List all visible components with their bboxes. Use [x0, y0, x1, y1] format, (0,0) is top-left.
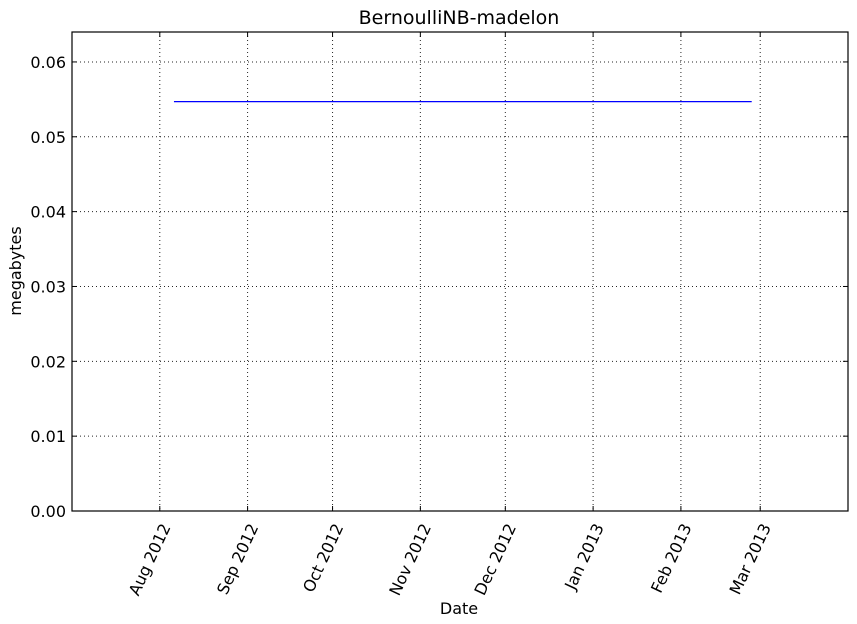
x-tick-label: Aug 2012 — [125, 521, 175, 599]
y-tick-label: 0.05 — [30, 128, 66, 147]
y-tick-label: 0.04 — [30, 203, 66, 222]
y-tick-label: 0.00 — [30, 502, 66, 521]
x-tick-label: Oct 2012 — [299, 521, 347, 596]
x-tick-label: Feb 2013 — [647, 521, 696, 596]
x-tick-label: Sep 2012 — [213, 521, 262, 598]
x-tick-label: Mar 2013 — [726, 521, 775, 598]
chart-title: BernoulliNB-madelon — [359, 7, 560, 29]
x-axis-label: Date — [440, 599, 478, 618]
ticks — [72, 32, 848, 512]
grid — [72, 32, 848, 511]
x-tick-label: Jan 2013 — [560, 521, 607, 594]
y-tick-labels: 0.00 0.01 0.02 0.03 0.04 0.05 0.06 — [30, 53, 66, 521]
plot-frame — [71, 31, 849, 512]
y-tick-label: 0.01 — [30, 427, 66, 446]
y-tick-label: 0.02 — [30, 352, 66, 371]
y-tick-label: 0.06 — [30, 53, 66, 72]
y-axis-label: megabytes — [6, 226, 25, 315]
x-tick-labels: Aug 2012 Sep 2012 Oct 2012 Nov 2012 Dec 2012… — [125, 521, 775, 599]
x-tick-label: Nov 2012 — [385, 521, 435, 599]
y-tick-label: 0.03 — [30, 277, 66, 296]
x-tick-label: Dec 2012 — [470, 521, 520, 599]
